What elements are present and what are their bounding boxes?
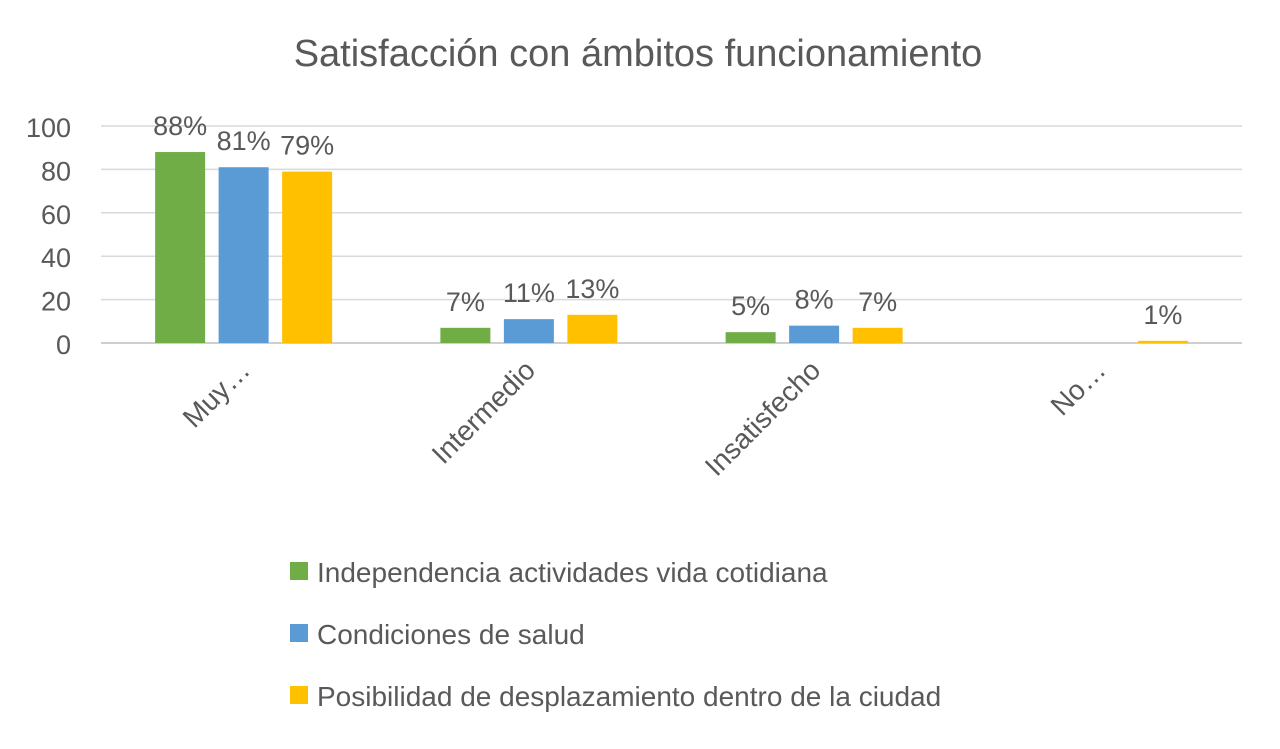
y-tick-label: 0 [56, 330, 71, 360]
chart-title: Satisfacción con ámbitos funcionamiento [294, 33, 983, 75]
y-axis: 0 20 40 60 80 100 [26, 113, 71, 360]
bar [1137, 340, 1188, 343]
x-axis: Muy… Intermedio Insatisfecho No… [177, 354, 1112, 482]
x-tick-label: No… [1045, 354, 1112, 421]
x-tick-label: Insatisfecho [699, 354, 827, 482]
bar [155, 152, 206, 343]
legend-swatch [290, 562, 308, 580]
bar [218, 167, 269, 343]
x-tick-label: Intermedio [426, 354, 541, 469]
bar [725, 332, 776, 343]
bar [503, 319, 554, 343]
y-tick-label: 100 [26, 113, 71, 143]
y-tick-label: 20 [41, 287, 71, 317]
bar [567, 314, 618, 343]
legend-label: Posibilidad de desplazamiento dentro de … [317, 681, 941, 712]
y-tick-label: 40 [41, 243, 71, 273]
data-label: 7% [446, 287, 485, 317]
legend: Independencia actividades vida cotidiana… [290, 557, 941, 712]
data-label: 88% [153, 111, 207, 141]
data-label: 1% [1143, 300, 1182, 330]
y-tick-label: 60 [41, 200, 71, 230]
bar [852, 327, 903, 343]
bar [282, 171, 333, 343]
data-label: 8% [795, 285, 834, 315]
data-label: 13% [565, 274, 619, 304]
data-label: 81% [217, 126, 271, 156]
bar [789, 325, 840, 343]
data-labels: 88% 81% 79% 7% 11% 13% 5% 8% 7% 1% [153, 111, 1182, 330]
data-label: 11% [503, 278, 555, 308]
legend-swatch [290, 686, 308, 704]
legend-label: Independencia actividades vida cotidiana [317, 557, 828, 588]
data-label: 5% [731, 291, 770, 321]
data-label: 79% [280, 131, 334, 161]
x-tick-label: Muy… [177, 354, 256, 433]
bar [440, 327, 491, 343]
y-tick-label: 80 [41, 156, 71, 186]
legend-label: Condiciones de salud [317, 619, 585, 650]
bars [155, 152, 1188, 343]
gridlines [101, 125, 1242, 344]
data-label: 7% [858, 287, 897, 317]
legend-swatch [290, 624, 308, 642]
